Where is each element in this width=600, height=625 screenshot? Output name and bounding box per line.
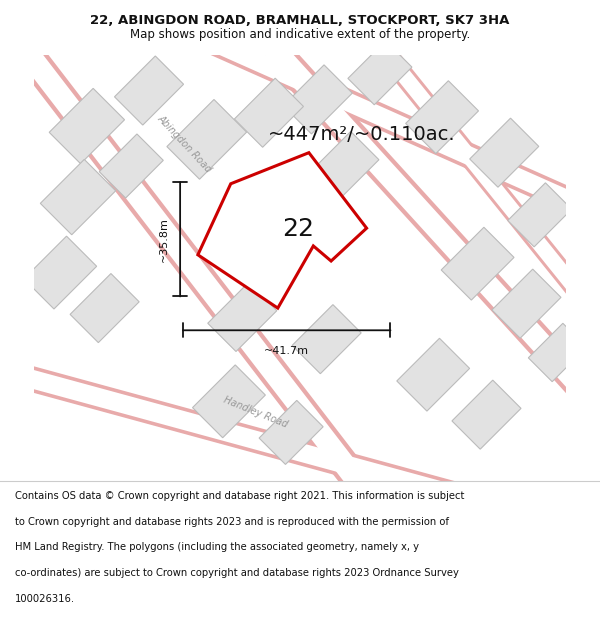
Polygon shape	[292, 304, 361, 374]
Polygon shape	[70, 274, 139, 342]
Polygon shape	[406, 81, 479, 154]
Polygon shape	[119, 0, 600, 223]
Polygon shape	[99, 134, 163, 198]
Text: to Crown copyright and database rights 2023 and is reproduced with the permissio: to Crown copyright and database rights 2…	[15, 517, 449, 527]
Text: ~41.7m: ~41.7m	[264, 346, 309, 356]
Polygon shape	[508, 183, 572, 247]
Text: Map shows position and indicative extent of the property.: Map shows position and indicative extent…	[130, 28, 470, 41]
Polygon shape	[4, 28, 383, 508]
Polygon shape	[24, 236, 97, 309]
Polygon shape	[7, 31, 380, 506]
Polygon shape	[470, 118, 539, 188]
Text: ~447m²/~0.110ac.: ~447m²/~0.110ac.	[268, 126, 456, 144]
Polygon shape	[117, 0, 600, 227]
Polygon shape	[236, 9, 600, 421]
Polygon shape	[259, 401, 323, 464]
Polygon shape	[167, 99, 247, 179]
Polygon shape	[348, 41, 412, 105]
Polygon shape	[397, 338, 470, 411]
Polygon shape	[283, 65, 352, 134]
Polygon shape	[239, 12, 600, 418]
Polygon shape	[115, 56, 184, 125]
Polygon shape	[336, 0, 600, 328]
Text: 22, ABINGDON ROAD, BRAMHALL, STOCKPORT, SK7 3HA: 22, ABINGDON ROAD, BRAMHALL, STOCKPORT, …	[91, 14, 509, 27]
Polygon shape	[49, 88, 125, 164]
Text: 100026316.: 100026316.	[15, 594, 75, 604]
Polygon shape	[338, 0, 600, 326]
Polygon shape	[452, 380, 521, 449]
Text: Handley Road: Handley Road	[222, 394, 289, 429]
Polygon shape	[208, 282, 277, 351]
Polygon shape	[310, 131, 379, 201]
Text: co-ordinates) are subject to Crown copyright and database rights 2023 Ordnance S: co-ordinates) are subject to Crown copyr…	[15, 568, 459, 578]
Polygon shape	[193, 365, 265, 438]
Text: 22: 22	[283, 217, 314, 241]
Polygon shape	[492, 269, 561, 338]
Text: Contains OS data © Crown copyright and database right 2021. This information is : Contains OS data © Crown copyright and d…	[15, 491, 464, 501]
Polygon shape	[13, 366, 600, 544]
Polygon shape	[441, 228, 514, 300]
Text: ~35.8m: ~35.8m	[159, 217, 169, 262]
Polygon shape	[235, 78, 304, 148]
Text: HM Land Registry. The polygons (including the associated geometry, namely x, y: HM Land Registry. The polygons (includin…	[15, 542, 419, 552]
Polygon shape	[40, 159, 116, 235]
Polygon shape	[13, 362, 600, 547]
Polygon shape	[529, 323, 587, 382]
Polygon shape	[198, 152, 367, 308]
Text: Abingdon Road: Abingdon Road	[155, 113, 214, 174]
